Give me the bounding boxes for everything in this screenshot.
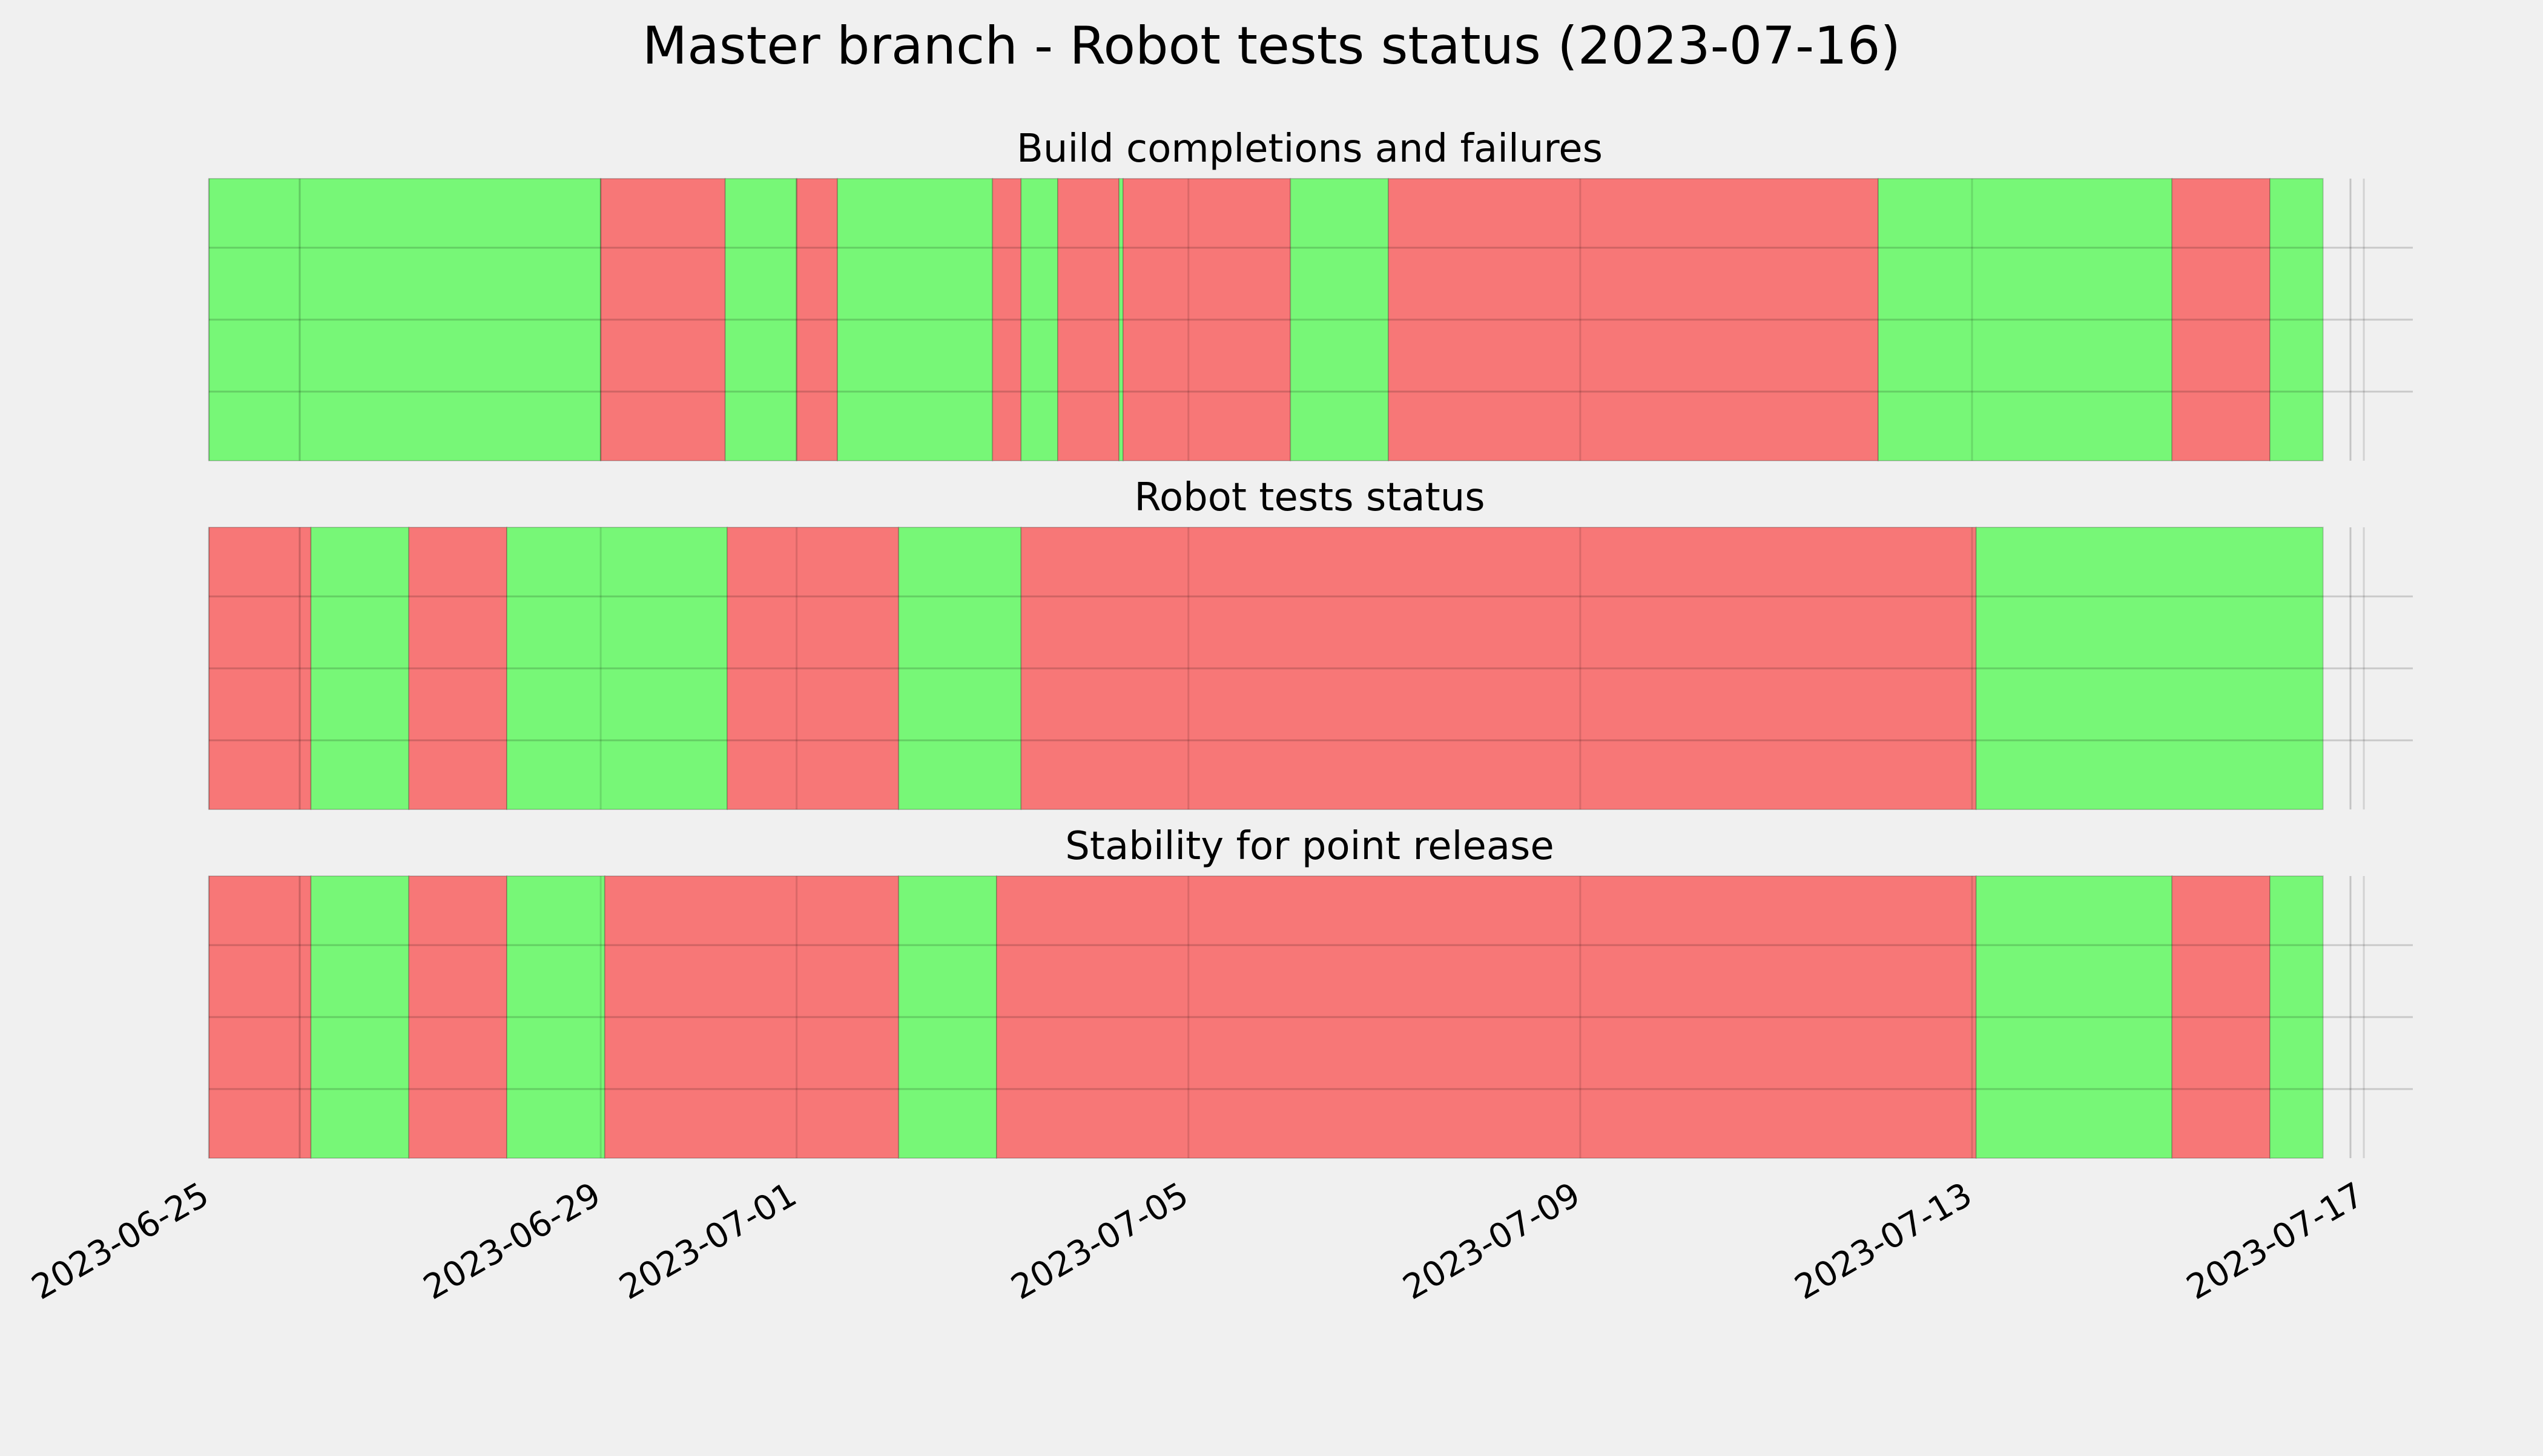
status-segment-pass bbox=[208, 178, 602, 461]
status-segment-pass bbox=[2269, 875, 2324, 1159]
status-segment-fail bbox=[1057, 178, 1120, 461]
status-segment-pass bbox=[2269, 178, 2324, 461]
status-segment-pass bbox=[837, 178, 994, 461]
status-segment-fail bbox=[727, 527, 900, 810]
panel-title: Build completions and failures bbox=[1017, 127, 1603, 171]
status-segment-fail bbox=[1388, 178, 1879, 461]
status-segment-fail bbox=[408, 875, 508, 1159]
status-segment-fail bbox=[408, 527, 508, 810]
status-segment-pass bbox=[898, 527, 1022, 810]
status-segment-fail bbox=[1020, 527, 1977, 810]
status-segment-fail bbox=[796, 178, 839, 461]
status-segment-fail bbox=[995, 875, 1977, 1159]
status-segment-pass bbox=[310, 875, 410, 1159]
status-segment-fail bbox=[2171, 875, 2271, 1159]
status-segment-pass bbox=[1975, 527, 2324, 810]
status-segment-fail bbox=[208, 875, 312, 1159]
status-segment-fail bbox=[992, 178, 1022, 461]
panel-title: Robot tests status bbox=[1134, 475, 1485, 520]
status-segment-pass bbox=[1020, 178, 1059, 461]
panel-title: Stability for point release bbox=[1065, 824, 1554, 869]
status-segment-pass bbox=[1877, 178, 2173, 461]
timeline-panel: Stability for point release bbox=[208, 824, 2413, 1159]
status-segment-pass bbox=[1975, 875, 2173, 1159]
chart-title: Master branch - Robot tests status (2023… bbox=[642, 16, 1901, 76]
timeline-panel: Robot tests status bbox=[208, 475, 2413, 810]
status-segment-fail bbox=[604, 875, 900, 1159]
status-segment-pass bbox=[898, 875, 997, 1159]
status-segment-pass bbox=[506, 875, 605, 1159]
panels-layer: Build completions and failures Robot test… bbox=[208, 127, 2413, 1159]
status-segment-pass bbox=[310, 527, 410, 810]
status-segment-pass bbox=[506, 527, 728, 810]
status-segment-pass bbox=[1290, 178, 1390, 461]
status-segment-fail bbox=[208, 527, 312, 810]
status-segment-fail bbox=[2171, 178, 2271, 461]
status-segment-fail bbox=[1122, 178, 1291, 461]
status-segment-fail bbox=[600, 178, 726, 461]
timeline-panel: Build completions and failures bbox=[208, 127, 2413, 461]
